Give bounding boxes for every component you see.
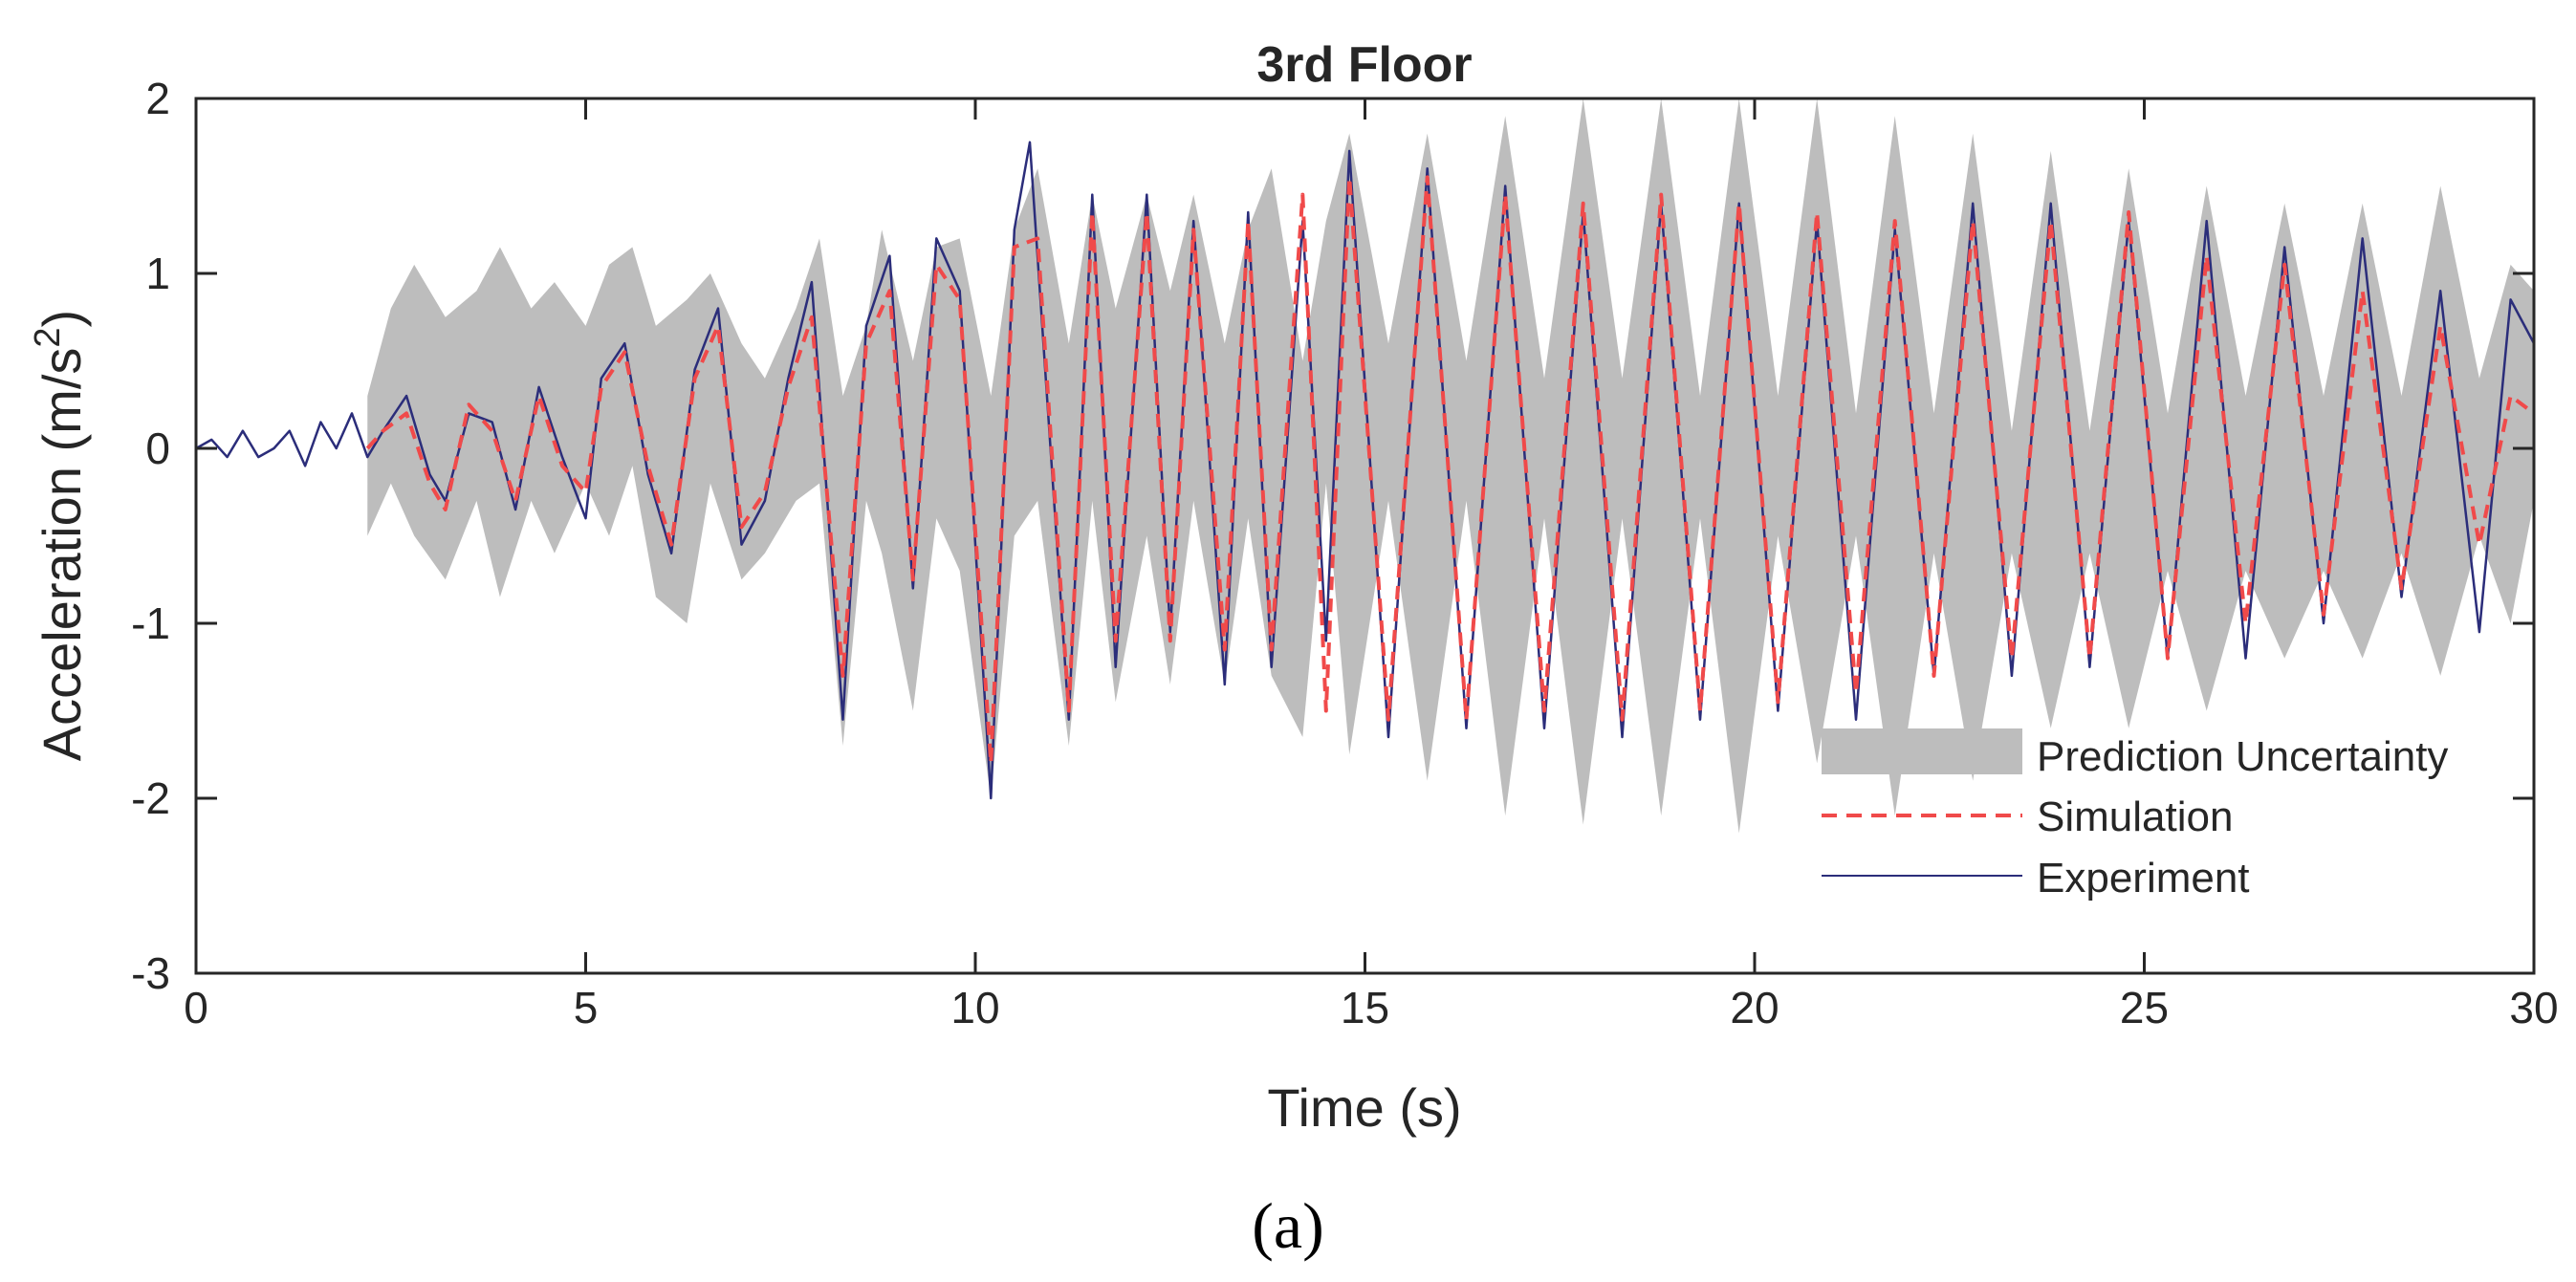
x-tick-label: 10 [950, 983, 999, 1032]
panel-label: (a) [1252, 1189, 1323, 1262]
y-axis-label: Acceleration (m/s2) [28, 310, 92, 761]
legend-label-simulation: Simulation [2037, 793, 2233, 840]
legend-swatch-uncertainty [1822, 728, 2022, 774]
x-tick-label: 30 [2509, 983, 2558, 1032]
x-tick-label: 20 [1730, 983, 1779, 1032]
y-axis-label-superscript: 2 [28, 327, 68, 347]
series-layer [196, 98, 2534, 834]
x-tick-label: 5 [574, 983, 599, 1032]
y-tick-label: -3 [131, 948, 170, 998]
y-tick-label: -2 [131, 773, 170, 823]
tick-layer: 0 5 10 15 20 25 30 -3 -2 -1 0 1 2 [131, 74, 2558, 1032]
y-axis-label-close: ) [32, 310, 92, 328]
legend-label-experiment: Experiment [2037, 855, 2250, 902]
x-tick-label: 15 [1341, 983, 1389, 1032]
x-axis-label: Time (s) [1267, 1077, 1461, 1138]
y-axis-label-main: Acceleration (m/s [32, 348, 92, 762]
x-tick-label: 0 [184, 983, 208, 1032]
chart-title: 3rd Floor [1256, 37, 1472, 93]
y-tick-label: 1 [145, 249, 170, 298]
y-tick-label: 2 [145, 74, 170, 123]
simulation-line [365, 175, 2534, 766]
y-tick-label: 0 [145, 424, 170, 473]
x-tick-label: 25 [2120, 983, 2169, 1032]
uncertainty-band [367, 98, 2534, 834]
legend: Prediction Uncertainty Simulation Experi… [1822, 728, 2448, 902]
y-tick-label: -1 [131, 598, 170, 648]
legend-label-uncertainty: Prediction Uncertainty [2037, 733, 2448, 780]
